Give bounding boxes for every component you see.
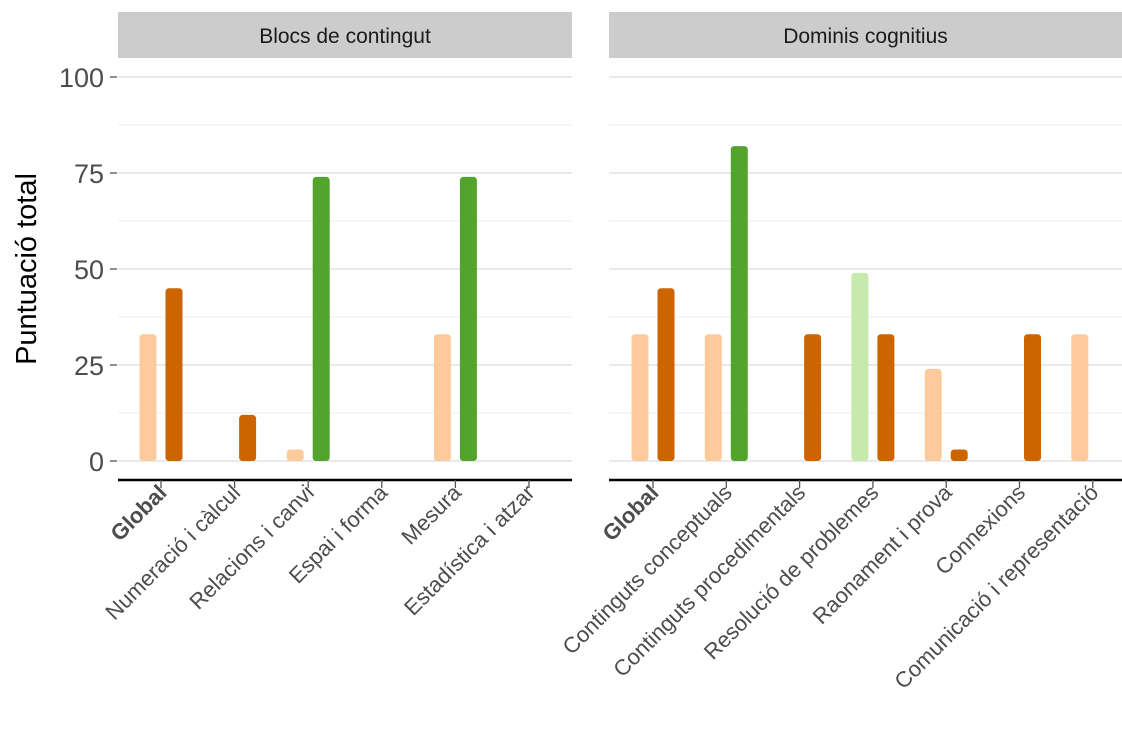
bars (631, 146, 1089, 461)
bar (730, 146, 748, 461)
bar (1024, 334, 1041, 461)
x-tick-label: Numeració i càlcul (100, 480, 245, 625)
bar (877, 334, 895, 461)
bar (631, 334, 649, 461)
y-tick-label: 0 (89, 447, 104, 477)
bar (1071, 334, 1089, 461)
y-axis-title: Puntuació total (11, 173, 43, 365)
bars (139, 176, 477, 461)
y-tick-label: 50 (74, 255, 104, 285)
bar (139, 334, 157, 461)
bar (165, 288, 183, 461)
bar (804, 334, 822, 461)
bar (924, 368, 942, 461)
y-axis-ticks: 0 25 50 75 100 (59, 63, 117, 477)
panel-title: Blocs de contingut (259, 25, 431, 48)
y-tick-label: 100 (59, 63, 104, 93)
bar (433, 334, 451, 461)
panel-title: Dominis cognitius (783, 25, 948, 48)
bar (239, 414, 257, 461)
bar (704, 334, 722, 461)
y-tick-label: 75 (74, 159, 104, 189)
bar (312, 176, 330, 461)
bar (286, 449, 304, 461)
bar (851, 272, 869, 461)
panel-strip (609, 12, 1122, 58)
x-tick-label: Estadística i atzar (399, 480, 539, 620)
panel-strip (118, 12, 572, 58)
x-tick-label: Relacions i canvi (184, 480, 318, 614)
bar (950, 449, 968, 461)
y-tick-label: 25 (74, 351, 104, 381)
bar (459, 176, 477, 461)
bar (657, 288, 675, 461)
x-tick-label: Global (105, 480, 171, 546)
x-tick-label: Raonament i prova (808, 479, 958, 629)
x-tick-label: Mesura (396, 479, 466, 549)
x-tick-label: Global (597, 480, 663, 546)
gridlines (118, 76, 572, 462)
